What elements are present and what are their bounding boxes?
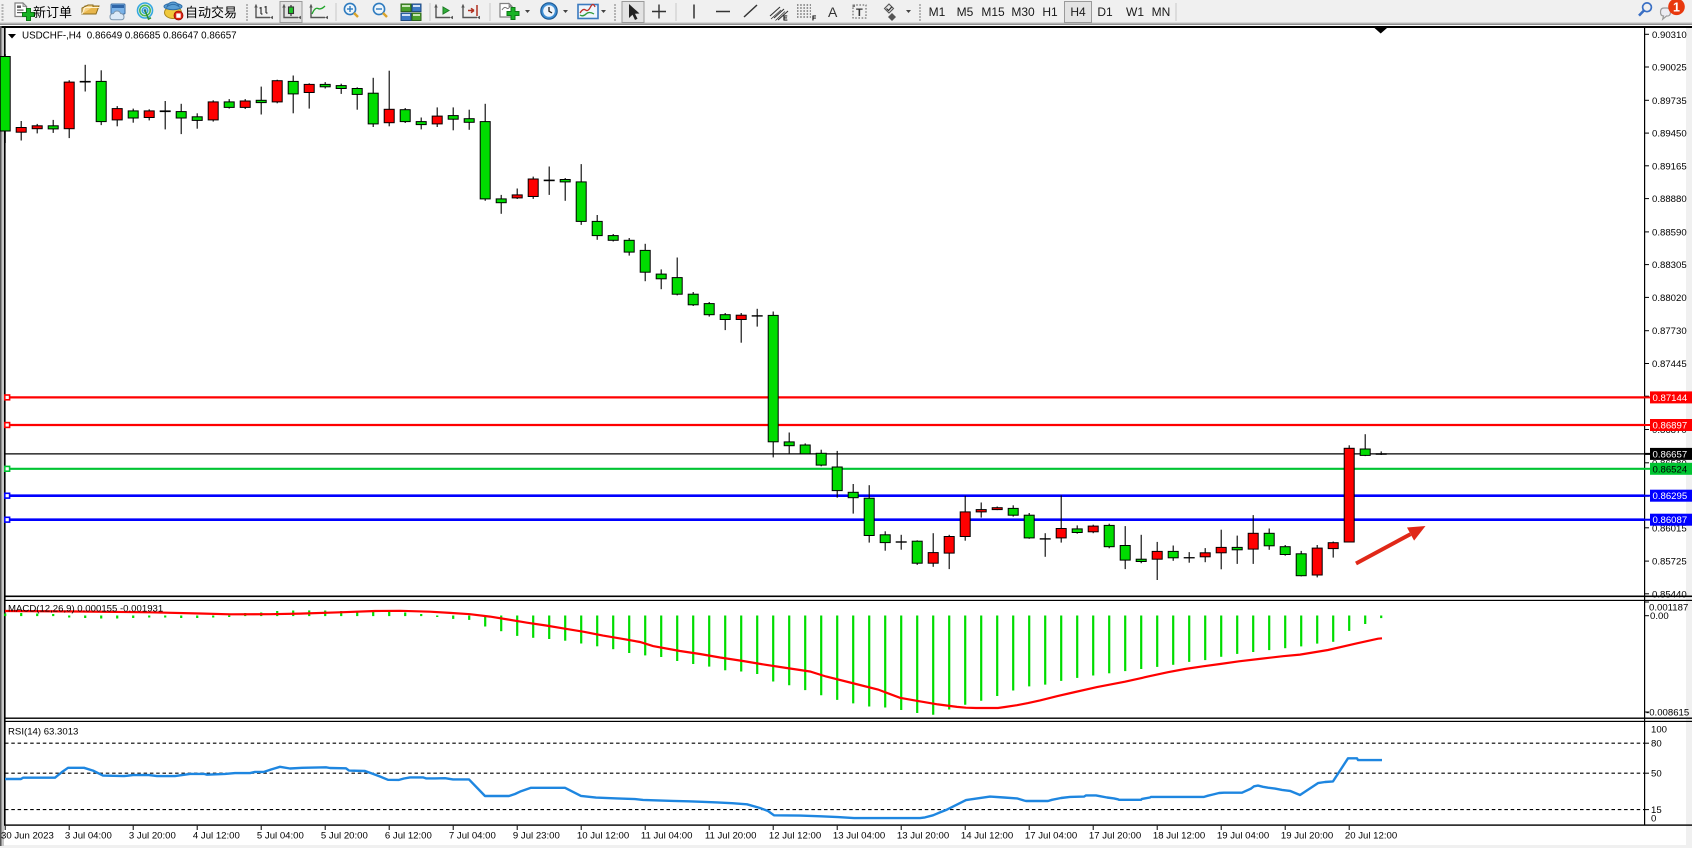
svg-text:10 Jul 12:00: 10 Jul 12:00 — [577, 831, 629, 842]
svg-text:T: T — [856, 7, 863, 19]
svg-text:3 Jul 04:00: 3 Jul 04:00 — [65, 831, 112, 842]
svg-text:50: 50 — [1651, 769, 1662, 780]
svg-text:18 Jul 12:00: 18 Jul 12:00 — [1153, 831, 1205, 842]
svg-text:9 Jul 23:00: 9 Jul 23:00 — [513, 831, 560, 842]
svg-text:0.87730: 0.87730 — [1652, 326, 1687, 337]
svg-text:M30: M30 — [1011, 5, 1035, 19]
svg-text:17 Jul 04:00: 17 Jul 04:00 — [1025, 831, 1077, 842]
svg-text:4 Jul 12:00: 4 Jul 12:00 — [193, 831, 240, 842]
svg-text:H1: H1 — [1042, 5, 1058, 19]
svg-text:M5: M5 — [957, 5, 974, 19]
svg-text:0.89165: 0.89165 — [1652, 161, 1687, 172]
svg-text:15: 15 — [1651, 805, 1662, 816]
svg-text:0.86657: 0.86657 — [1653, 449, 1688, 460]
svg-text:-0.008615: -0.008615 — [1646, 708, 1689, 719]
svg-text:M15: M15 — [981, 5, 1005, 19]
svg-text:W1: W1 — [1126, 5, 1144, 19]
svg-text:14 Jul 12:00: 14 Jul 12:00 — [961, 831, 1013, 842]
svg-text:7 Jul 04:00: 7 Jul 04:00 — [449, 831, 496, 842]
svg-text:13 Jul 20:00: 13 Jul 20:00 — [897, 831, 949, 842]
svg-text:0.86897: 0.86897 — [1653, 421, 1688, 432]
svg-text:USDCHF-,H4 0.86649 0.86685 0.: USDCHF-,H4 0.86649 0.86685 0.86647 0.866… — [22, 31, 237, 42]
svg-text:17 Jul 20:00: 17 Jul 20:00 — [1089, 831, 1141, 842]
svg-text:3 Jul 20:00: 3 Jul 20:00 — [129, 831, 176, 842]
svg-text:RSI(14) 63.3013: RSI(14) 63.3013 — [8, 727, 78, 738]
svg-text:新订单: 新订单 — [33, 5, 72, 20]
svg-text:0.87445: 0.87445 — [1652, 359, 1687, 370]
svg-text:1: 1 — [1673, 0, 1680, 14]
svg-text:A: A — [828, 4, 838, 20]
svg-text:5 Jul 04:00: 5 Jul 04:00 — [257, 831, 304, 842]
svg-text:0.89450: 0.89450 — [1652, 129, 1687, 140]
svg-text:0.90310: 0.90310 — [1652, 30, 1687, 41]
svg-text:0.88590: 0.88590 — [1652, 227, 1687, 238]
svg-text:11 Jul 04:00: 11 Jul 04:00 — [641, 831, 693, 842]
svg-text:0.001187: 0.001187 — [1649, 603, 1688, 614]
svg-text:6 Jul 12:00: 6 Jul 12:00 — [385, 831, 432, 842]
svg-text:5 Jul 20:00: 5 Jul 20:00 — [321, 831, 368, 842]
svg-text:0.00: 0.00 — [1650, 611, 1669, 622]
svg-text:0.87144: 0.87144 — [1653, 393, 1688, 404]
svg-text:自动交易: 自动交易 — [185, 5, 237, 20]
svg-text:0.86087: 0.86087 — [1653, 515, 1688, 526]
svg-text:80: 80 — [1651, 739, 1662, 750]
svg-text:E: E — [783, 16, 788, 23]
svg-text:100: 100 — [1651, 725, 1667, 736]
svg-text:0: 0 — [1651, 814, 1656, 825]
svg-text:0.88305: 0.88305 — [1652, 260, 1687, 271]
svg-text:MACD(12,26,9) 0.000155 -0.0019: MACD(12,26,9) 0.000155 -0.001931 — [8, 604, 163, 615]
svg-text:0.85440: 0.85440 — [1652, 589, 1687, 600]
svg-text:0.88020: 0.88020 — [1652, 293, 1687, 304]
svg-text:0.85725: 0.85725 — [1652, 557, 1687, 568]
svg-text:0.88880: 0.88880 — [1652, 194, 1687, 205]
svg-text:0.90025: 0.90025 — [1652, 63, 1687, 74]
svg-text:30 Jun 2023: 30 Jun 2023 — [1, 831, 54, 842]
svg-text:0.86295: 0.86295 — [1653, 491, 1688, 502]
svg-text:12 Jul 12:00: 12 Jul 12:00 — [769, 831, 821, 842]
svg-text:0.86015: 0.86015 — [1652, 523, 1687, 534]
svg-text:D1: D1 — [1097, 5, 1113, 19]
svg-text:19 Jul 20:00: 19 Jul 20:00 — [1281, 831, 1333, 842]
svg-text:20 Jul 12:00: 20 Jul 12:00 — [1345, 831, 1397, 842]
svg-text:F: F — [812, 16, 817, 23]
svg-text:0.86524: 0.86524 — [1653, 464, 1688, 475]
svg-text:H4: H4 — [1070, 5, 1086, 19]
svg-text:0.89735: 0.89735 — [1652, 96, 1687, 107]
svg-text:M1: M1 — [929, 5, 946, 19]
svg-text:MN: MN — [1152, 5, 1171, 19]
svg-text:11 Jul 20:00: 11 Jul 20:00 — [705, 831, 757, 842]
svg-text:13 Jul 04:00: 13 Jul 04:00 — [833, 831, 885, 842]
svg-text:19 Jul 04:00: 19 Jul 04:00 — [1217, 831, 1269, 842]
